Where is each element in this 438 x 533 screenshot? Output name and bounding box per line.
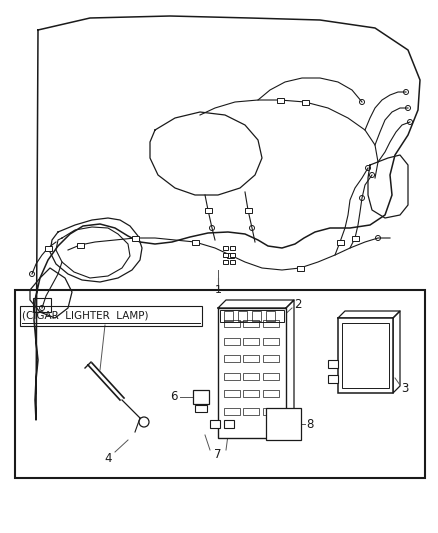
Bar (191, 239, 198, 245)
Bar (263, 337, 279, 344)
Bar (338, 318, 393, 393)
Bar (220, 310, 284, 322)
Bar (77, 243, 84, 247)
Bar (223, 253, 227, 257)
Bar (224, 420, 234, 428)
Bar (263, 320, 279, 327)
Bar (276, 98, 283, 102)
Bar (352, 236, 358, 240)
Bar (224, 320, 240, 327)
Bar (263, 373, 279, 379)
Bar (218, 308, 286, 438)
Bar (226, 253, 233, 257)
Bar (244, 373, 259, 379)
Bar (230, 246, 234, 250)
Bar (252, 311, 261, 321)
Bar (210, 420, 220, 428)
Bar (131, 236, 138, 240)
Bar (20, 306, 202, 326)
Bar (224, 337, 240, 344)
Bar (195, 405, 207, 412)
Bar (328, 360, 338, 368)
Bar (266, 311, 275, 321)
Bar (244, 355, 259, 362)
Bar (224, 311, 233, 321)
Bar (244, 320, 259, 327)
Text: (CIGAR  LIGHTER  LAMP): (CIGAR LIGHTER LAMP) (22, 310, 148, 320)
Bar (15, 290, 425, 478)
Text: 6: 6 (170, 391, 178, 403)
Text: 3: 3 (401, 382, 408, 394)
Text: 7: 7 (214, 448, 222, 462)
Bar (263, 355, 279, 362)
Bar (230, 253, 234, 257)
Bar (244, 408, 259, 415)
Text: 2: 2 (294, 298, 301, 311)
Bar (266, 408, 301, 440)
Bar (205, 207, 212, 213)
Text: 8: 8 (306, 417, 313, 431)
Bar (244, 390, 259, 397)
Bar (45, 246, 52, 251)
Text: 4: 4 (104, 451, 112, 464)
Bar (223, 260, 227, 264)
Bar (223, 246, 227, 250)
Bar (263, 390, 279, 397)
Bar (297, 265, 304, 271)
Bar (238, 311, 247, 321)
Bar (224, 390, 240, 397)
Bar (328, 375, 338, 383)
Bar (224, 355, 240, 362)
Bar (33, 298, 51, 312)
Bar (224, 408, 240, 415)
Bar (193, 390, 209, 404)
Bar (336, 239, 343, 245)
Bar (224, 373, 240, 379)
Bar (342, 323, 389, 388)
Bar (301, 100, 308, 104)
Bar (230, 260, 234, 264)
Bar (244, 337, 259, 344)
Text: 1: 1 (215, 285, 222, 295)
Bar (263, 408, 279, 415)
Bar (244, 207, 251, 213)
